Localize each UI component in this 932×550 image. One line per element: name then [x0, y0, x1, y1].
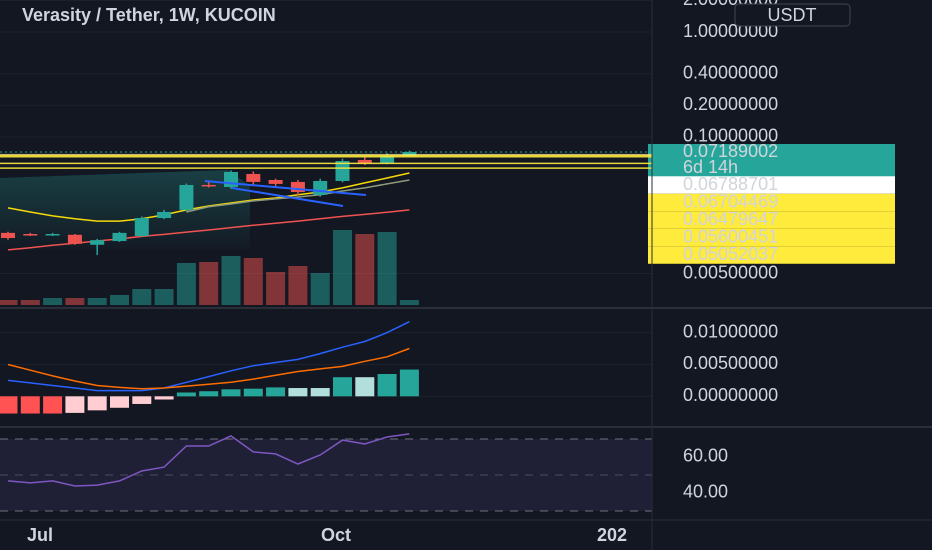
- indicator-line: [186, 179, 410, 213]
- time-label: Oct: [321, 525, 351, 545]
- candle-body: [1, 232, 15, 239]
- histogram-bar: [87, 396, 107, 411]
- trend-line: [231, 187, 344, 207]
- price-label: 0.06704469: [683, 191, 778, 211]
- volume-bar: [132, 289, 152, 305]
- histogram-bar: [176, 392, 196, 397]
- candle-body: [290, 181, 305, 193]
- volume-bar: [20, 300, 40, 305]
- time-label: Jul: [27, 525, 53, 545]
- y-tick-label: 0.01000000: [683, 321, 778, 341]
- y-tick-label: 0.20000000: [683, 94, 778, 114]
- volume-bar: [310, 273, 330, 305]
- candle-body: [90, 240, 105, 245]
- volume-bar: [399, 300, 419, 305]
- histogram-bar: [399, 369, 419, 397]
- histogram-bar: [199, 391, 219, 397]
- y-tick-label: 0.00000000: [683, 385, 778, 405]
- volume-bar: [65, 298, 85, 305]
- price-label: 0.05600451: [683, 226, 778, 246]
- histogram-bar: [43, 396, 63, 414]
- candle-body: [23, 234, 38, 236]
- volume-bar: [154, 289, 174, 305]
- candle-body: [201, 184, 216, 187]
- volume-bar: [377, 232, 397, 305]
- indicator-line: [7, 172, 410, 222]
- histogram-bar: [132, 396, 152, 404]
- currency-label[interactable]: USDT: [768, 5, 817, 25]
- price-label-box: [648, 211, 895, 229]
- candle-body: [45, 234, 60, 236]
- indicator-line: [7, 347, 410, 390]
- histogram-bar: [288, 388, 308, 397]
- histogram-bar: [243, 388, 263, 397]
- histogram-bar: [377, 374, 397, 397]
- candle-body: [313, 180, 328, 195]
- histogram-bar: [266, 387, 286, 397]
- histogram-bar: [65, 396, 85, 413]
- volume-bar: [243, 258, 263, 305]
- volume-bar: [43, 298, 63, 305]
- price-label: 0.06788701: [683, 174, 778, 194]
- candle-body: [134, 218, 149, 236]
- countdown-label: 6d 14h: [683, 157, 738, 177]
- chart-title: Verasity / Tether, 1W, KUCOIN: [22, 5, 276, 25]
- volume-bar: [199, 262, 219, 305]
- histogram-bar: [0, 396, 18, 414]
- indicator-line: [7, 321, 410, 392]
- histogram-bar: [355, 377, 375, 397]
- candle-body: [157, 211, 172, 219]
- y-tick-label: 60.00: [683, 446, 728, 466]
- candle-body: [357, 159, 372, 164]
- histogram-bar: [154, 396, 174, 400]
- candle-body: [112, 232, 127, 242]
- histogram-bar: [110, 396, 129, 408]
- volume-bar: [221, 256, 241, 305]
- y-tick-label: 0.00500000: [683, 353, 778, 373]
- price-label-box: [648, 246, 895, 264]
- histogram-bar: [333, 377, 352, 397]
- price-label-box: [648, 144, 895, 178]
- candle-body: [380, 155, 395, 164]
- y-tick-label: 0.00500000: [683, 262, 778, 282]
- volume-bar: [288, 266, 308, 305]
- candle-body: [246, 173, 261, 182]
- candle-body: [335, 161, 350, 181]
- y-tick-label: 0.40000000: [683, 63, 778, 83]
- trend-line: [204, 180, 367, 196]
- currency-button[interactable]: [734, 3, 851, 27]
- price-label-box: [648, 228, 895, 247]
- candle-body: [179, 184, 194, 210]
- candle-body: [268, 180, 283, 184]
- histogram-bar: [310, 388, 330, 397]
- price-label: 0.05052037: [683, 244, 778, 264]
- histogram-bar: [221, 389, 241, 397]
- volume-bar: [176, 263, 196, 305]
- volume-bar: [110, 295, 129, 305]
- volume-bar: [333, 230, 352, 305]
- volume-bar: [355, 234, 375, 305]
- volume-bar: [266, 272, 286, 305]
- y-tick-label: 2.00000000: [683, 0, 778, 9]
- price-label-box: [648, 193, 895, 212]
- y-tick-label: 0.10000000: [683, 126, 778, 146]
- indicator-line: [7, 433, 410, 487]
- histogram-bar: [20, 396, 40, 414]
- price-label-box: [648, 176, 895, 194]
- volume-bar: [0, 300, 18, 305]
- price-label: 0.06479647: [683, 209, 778, 229]
- candle-body: [224, 171, 238, 187]
- y-tick-label: 40.00: [683, 482, 728, 502]
- time-label: 202: [597, 525, 627, 545]
- price-label: 0.07189002: [683, 141, 778, 161]
- candle-body: [67, 234, 82, 244]
- volume-bar: [87, 298, 107, 305]
